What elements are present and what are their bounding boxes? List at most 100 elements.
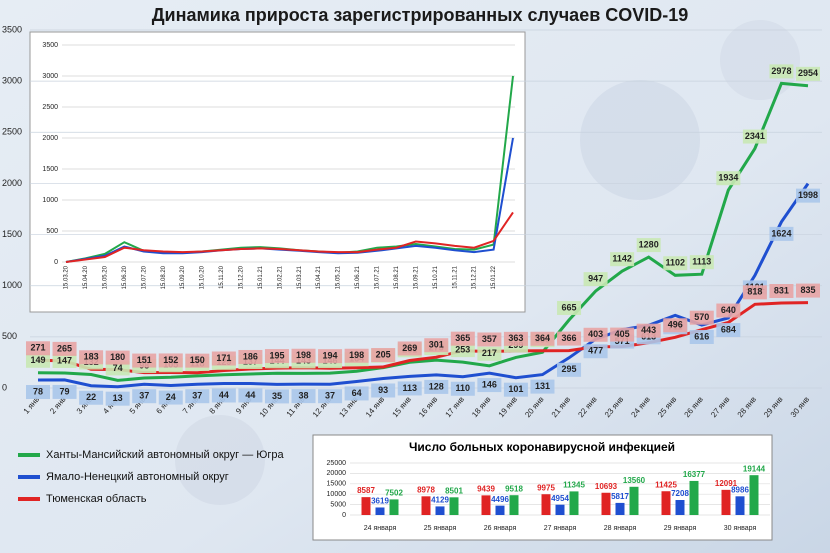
data-label: 24 <box>166 392 176 402</box>
data-label-box <box>796 283 820 298</box>
y-tick-label: 5000 <box>330 501 346 508</box>
y-tick-label: 0 <box>342 512 346 519</box>
data-label-box <box>503 331 528 346</box>
data-label-box <box>716 323 741 338</box>
bar <box>555 504 565 515</box>
data-label: 152 <box>163 355 178 365</box>
data-label-box <box>371 348 396 363</box>
data-label: 8501 <box>445 486 463 495</box>
data-label: 93 <box>378 385 388 395</box>
bar <box>375 507 385 515</box>
data-label: 4129 <box>431 496 449 505</box>
x-tick-label: 29 января <box>664 525 697 532</box>
x-tick-label: 28 января <box>604 525 637 532</box>
data-label: 301 <box>429 340 444 350</box>
data-label: 37 <box>325 391 335 401</box>
data-label: 269 <box>402 343 417 353</box>
data-label: 363 <box>508 333 523 343</box>
data-label-box <box>105 350 130 365</box>
data-label: 11345 <box>563 481 585 490</box>
data-label: 271 <box>30 343 45 353</box>
x-tick-label: 15.05.21 <box>336 265 342 289</box>
data-label-box <box>424 379 449 394</box>
data-label: 150 <box>190 355 205 365</box>
data-label-box <box>344 386 369 401</box>
data-label-box <box>742 285 767 300</box>
data-label: 357 <box>482 334 497 344</box>
y-tick-label: 2000 <box>42 135 58 142</box>
data-label-box <box>211 351 236 366</box>
x-tick-label: 26 января <box>484 525 517 532</box>
bar <box>449 497 459 515</box>
data-label: 171 <box>216 353 231 363</box>
x-tick-label: 15.04.20 <box>83 265 89 289</box>
y-tick-label: 3000 <box>42 73 58 80</box>
data-label: 194 <box>323 351 338 361</box>
x-tick-label: 15.08.20 <box>161 265 167 289</box>
data-label: 364 <box>535 333 550 343</box>
bar <box>601 492 611 515</box>
data-label: 405 <box>615 329 630 339</box>
data-label: 198 <box>349 350 364 360</box>
data-label-box <box>79 390 104 405</box>
data-label-box <box>26 353 50 368</box>
data-label-box <box>397 381 422 396</box>
data-label-box <box>557 362 582 377</box>
x-tick-label: 15.03.20 <box>64 265 70 289</box>
y-tick-label: 1500 <box>42 166 58 173</box>
x-tick-label: 15.12.20 <box>238 265 244 289</box>
data-label: 684 <box>721 324 736 334</box>
y-tick-label: 500 <box>2 331 17 341</box>
y-tick-label: 0 <box>2 382 7 392</box>
x-tick-label: 15.09.21 <box>413 265 419 289</box>
data-label-box <box>796 188 820 203</box>
x-tick-label: 15.12.21 <box>472 265 478 289</box>
data-label: 477 <box>588 346 603 356</box>
data-label-box <box>530 331 555 346</box>
data-label-box <box>238 349 263 364</box>
data-label: 151 <box>137 355 152 365</box>
bar <box>569 491 579 515</box>
data-label-box <box>742 129 767 144</box>
data-label: 443 <box>641 325 656 335</box>
bar <box>481 495 491 515</box>
bar <box>629 486 639 515</box>
x-tick-label: 15.10.21 <box>433 265 439 289</box>
inset-frame <box>29 31 526 313</box>
data-label-box <box>689 329 714 344</box>
data-label: 22 <box>86 392 96 402</box>
series-line <box>37 301 809 375</box>
data-label: 131 <box>535 381 550 391</box>
y-tick-label: 2000 <box>2 178 22 188</box>
y-tick-label: 25000 <box>327 460 347 467</box>
data-label-box <box>397 341 422 356</box>
data-label-box <box>132 353 157 368</box>
data-label-box <box>610 252 635 267</box>
data-label: 496 <box>668 320 683 330</box>
data-label: 1113 <box>692 257 711 267</box>
data-label: 13 <box>113 393 123 403</box>
data-label: 217 <box>482 348 497 358</box>
y-tick-label: 2500 <box>2 127 22 137</box>
data-label: 1142 <box>612 254 632 264</box>
data-label: 1998 <box>798 190 818 200</box>
data-label: 149 <box>30 355 45 365</box>
data-label-box <box>583 272 608 287</box>
data-label-box <box>52 341 77 356</box>
data-label-box <box>477 332 502 347</box>
data-label-box <box>344 348 369 363</box>
x-tick-label: 27 января <box>544 525 577 532</box>
data-label: 818 <box>747 287 762 297</box>
data-label-box <box>264 389 289 404</box>
data-label-box <box>636 238 661 253</box>
data-label: 16377 <box>683 470 706 479</box>
data-label-box <box>264 349 289 364</box>
data-label-box <box>105 391 130 406</box>
data-label: 1280 <box>639 239 659 249</box>
data-label: 2954 <box>798 68 818 78</box>
data-label-box <box>610 327 635 342</box>
bar <box>389 499 399 515</box>
data-label-box <box>716 171 741 186</box>
data-label: 7208 <box>671 489 689 498</box>
